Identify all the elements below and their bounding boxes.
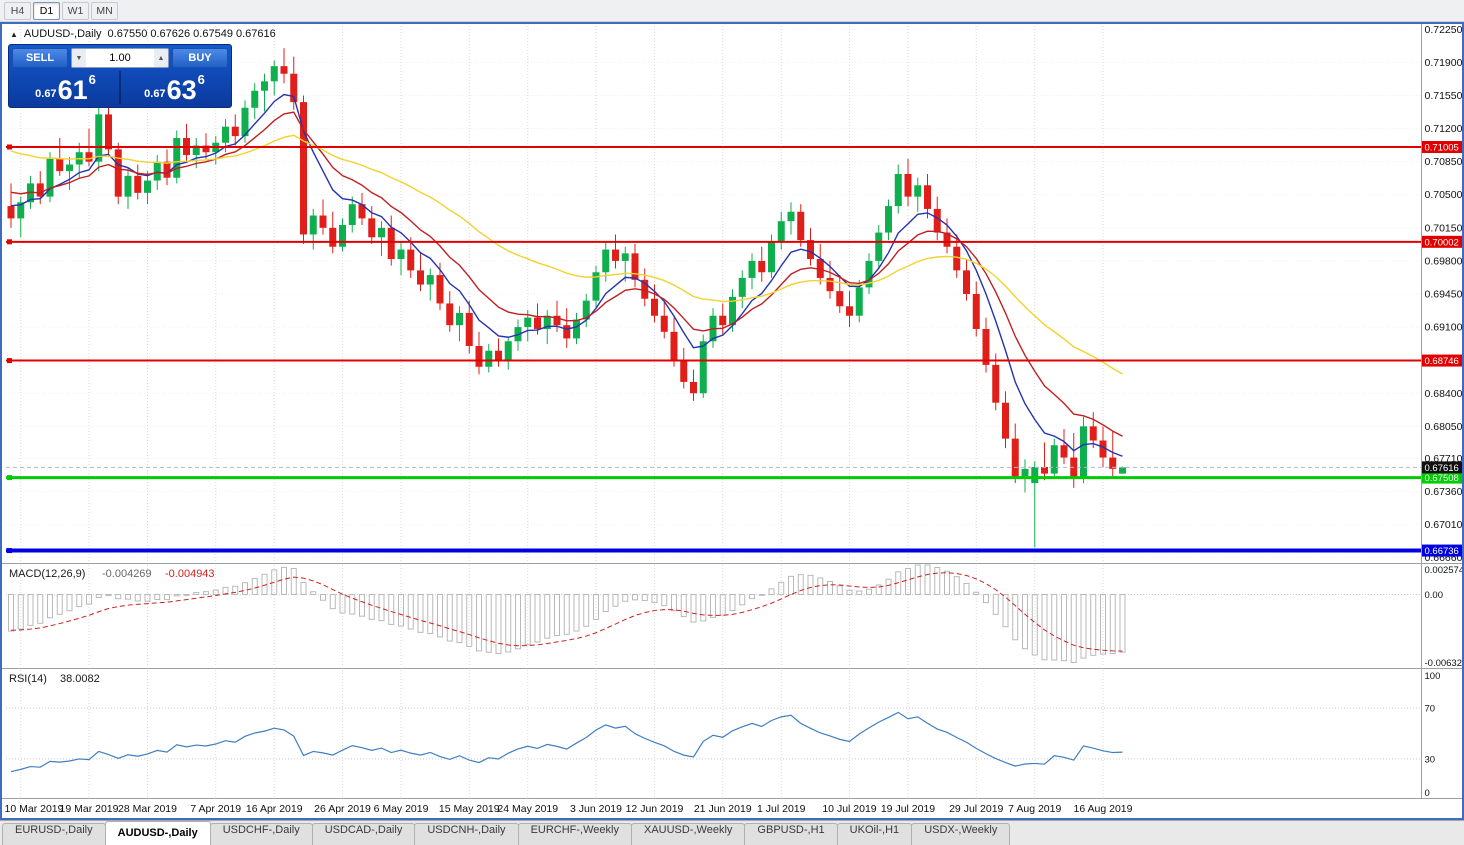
chart-tab-xauusd-weekly[interactable]: XAUUSD-,Weekly bbox=[630, 823, 746, 845]
chart-background bbox=[0, 22, 1464, 820]
macd-panel: MACD(12,26,9) -0.004269 -0.004943 bbox=[6, 564, 1421, 663]
chart-canvas[interactable]: MACD(12,26,9) -0.004269 -0.004943 RSI(14) 38… bbox=[0, 22, 1464, 820]
svg-text:70: 70 bbox=[1425, 704, 1436, 715]
svg-text:7 Apr 2019: 7 Apr 2019 bbox=[190, 803, 241, 815]
buy-button[interactable]: BUY bbox=[172, 48, 228, 68]
sell-button[interactable]: SELL bbox=[12, 48, 68, 68]
svg-text:0.67508: 0.67508 bbox=[1425, 473, 1459, 484]
svg-text:RSI(14): RSI(14) bbox=[9, 673, 47, 685]
timeframe-toolbar: H4 D1 W1 MN bbox=[0, 0, 1464, 22]
svg-text:0.66736: 0.66736 bbox=[1425, 546, 1459, 557]
timeframe-mn-button[interactable]: MN bbox=[91, 1, 118, 20]
svg-text:-0.0063260: -0.0063260 bbox=[1425, 658, 1464, 669]
panel-separators bbox=[0, 24, 1464, 799]
svg-text:1 Jul 2019: 1 Jul 2019 bbox=[757, 803, 806, 815]
svg-text:3 Jun 2019: 3 Jun 2019 bbox=[570, 803, 622, 815]
window-border bbox=[0, 22, 1464, 820]
volume-input[interactable] bbox=[86, 49, 154, 67]
svg-text:0.69450: 0.69450 bbox=[1425, 289, 1463, 301]
chart-tab-ukoil-h1[interactable]: UKOil-,H1 bbox=[836, 823, 913, 845]
volume-stepper: ▼ ▲ bbox=[71, 48, 169, 68]
chart-tab-gbpusd-h1[interactable]: GBPUSD-,H1 bbox=[744, 823, 838, 845]
chart-tab-audusd-daily[interactable]: AUDUSD-,Daily bbox=[104, 821, 211, 845]
svg-text:0.67616: 0.67616 bbox=[1425, 463, 1459, 474]
chart-tab-bar: EURUSD-,Daily AUDUSD-,Daily USDCHF-,Dail… bbox=[0, 820, 1464, 845]
svg-text:26 Apr 2019: 26 Apr 2019 bbox=[314, 803, 371, 815]
svg-text:0.69800: 0.69800 bbox=[1425, 255, 1463, 267]
svg-text:0.69100: 0.69100 bbox=[1425, 322, 1463, 334]
svg-text:19 Jul 2019: 19 Jul 2019 bbox=[881, 803, 935, 815]
svg-text:24 May 2019: 24 May 2019 bbox=[497, 803, 558, 815]
svg-text:0.67010: 0.67010 bbox=[1425, 519, 1463, 531]
svg-text:28 Mar 2019: 28 Mar 2019 bbox=[118, 803, 177, 815]
chart-tab-usdchf-daily[interactable]: USDCHF-,Daily bbox=[209, 823, 313, 845]
volume-increase-icon[interactable]: ▲ bbox=[154, 49, 168, 67]
buy-price-display[interactable]: 0.67 63 6 bbox=[121, 71, 228, 104]
svg-text:12 Jun 2019: 12 Jun 2019 bbox=[626, 803, 684, 815]
chart-tab-eurchf-weekly[interactable]: EURCHF-,Weekly bbox=[517, 823, 632, 845]
svg-text:16 Apr 2019: 16 Apr 2019 bbox=[246, 803, 303, 815]
chart-tab-usdcnh-daily[interactable]: USDCNH-,Daily bbox=[414, 823, 519, 845]
buy-price-pip-digit: 6 bbox=[197, 72, 205, 87]
svg-text:10 Mar 2019: 10 Mar 2019 bbox=[5, 803, 64, 815]
buy-price-big-digits: 63 bbox=[166, 75, 197, 105]
svg-text:29 Jul 2019: 29 Jul 2019 bbox=[949, 803, 1003, 815]
svg-text:0.68050: 0.68050 bbox=[1425, 421, 1463, 433]
chart-title: ▲ AUDUSD-,Daily 0.67550 0.67626 0.67549 … bbox=[10, 28, 276, 40]
chart-tab-usdx-weekly[interactable]: USDX-,Weekly bbox=[911, 823, 1011, 845]
chart-symbol-label: AUDUSD-,Daily bbox=[23, 28, 102, 40]
svg-text:7 Aug 2019: 7 Aug 2019 bbox=[1008, 803, 1061, 815]
svg-text:100: 100 bbox=[1425, 671, 1441, 682]
timeframe-h4-button[interactable]: H4 bbox=[4, 1, 31, 20]
sell-price-prefix: 0.67 bbox=[35, 88, 57, 100]
svg-text:-0.004943: -0.004943 bbox=[165, 568, 215, 580]
chart-tab-usdcad-daily[interactable]: USDCAD-,Daily bbox=[311, 823, 416, 845]
timeframe-d1-button[interactable]: D1 bbox=[33, 1, 60, 20]
sell-price-display[interactable]: 0.67 61 6 bbox=[12, 71, 119, 104]
one-click-toggle-icon[interactable]: ▲ bbox=[10, 29, 18, 39]
horizontal-price-lines[interactable] bbox=[6, 144, 1421, 554]
svg-text:0.71005: 0.71005 bbox=[1425, 143, 1459, 154]
candles-layer bbox=[7, 48, 1126, 548]
svg-text:0.70500: 0.70500 bbox=[1425, 189, 1463, 201]
svg-text:0.71900: 0.71900 bbox=[1425, 57, 1463, 69]
svg-text:0.70850: 0.70850 bbox=[1425, 156, 1463, 168]
ma-lines-layer bbox=[10, 93, 1123, 457]
grid-layer bbox=[6, 26, 1421, 797]
svg-text:38.0082: 38.0082 bbox=[60, 673, 100, 685]
svg-text:0.68746: 0.68746 bbox=[1425, 356, 1459, 367]
chart-window: MACD(12,26,9) -0.004269 -0.004943 RSI(14) 38… bbox=[0, 22, 1464, 820]
rsi-panel: RSI(14) 38.0082 bbox=[6, 673, 1421, 773]
price-axis[interactable]: 0.72250 0.71900 0.71550 0.71200 0.70850 0.705… bbox=[1422, 24, 1464, 799]
svg-text:6 May 2019: 6 May 2019 bbox=[374, 803, 429, 815]
svg-text:0.71550: 0.71550 bbox=[1425, 90, 1463, 102]
svg-text:16 Aug 2019: 16 Aug 2019 bbox=[1074, 803, 1133, 815]
svg-text:10 Jul 2019: 10 Jul 2019 bbox=[822, 803, 876, 815]
price-divider bbox=[119, 71, 121, 104]
svg-text:0.67360: 0.67360 bbox=[1425, 486, 1463, 498]
svg-text:30: 30 bbox=[1425, 754, 1436, 765]
sell-price-pip-digit: 6 bbox=[88, 72, 96, 87]
svg-text:0.70002: 0.70002 bbox=[1425, 237, 1459, 248]
timeframe-w1-button[interactable]: W1 bbox=[62, 1, 89, 20]
svg-text:0: 0 bbox=[1425, 788, 1430, 799]
svg-text:0.70150: 0.70150 bbox=[1425, 222, 1463, 234]
chart-ohlc-values: 0.67550 0.67626 0.67549 0.67616 bbox=[107, 28, 276, 40]
svg-text:0.72250: 0.72250 bbox=[1425, 24, 1463, 36]
volume-decrease-icon[interactable]: ▼ bbox=[72, 49, 86, 67]
svg-text:MACD(12,26,9): MACD(12,26,9) bbox=[9, 568, 85, 580]
svg-text:0.71200: 0.71200 bbox=[1425, 123, 1463, 135]
chart-tab-eurusd-daily[interactable]: EURUSD-,Daily bbox=[2, 823, 106, 845]
svg-text:15 May 2019: 15 May 2019 bbox=[439, 803, 500, 815]
buy-price-prefix: 0.67 bbox=[144, 88, 166, 100]
svg-text:21 Jun 2019: 21 Jun 2019 bbox=[694, 803, 752, 815]
sell-price-big-digits: 61 bbox=[57, 75, 88, 105]
svg-text:-0.004269: -0.004269 bbox=[102, 568, 152, 580]
svg-text:0.68400: 0.68400 bbox=[1425, 388, 1463, 400]
svg-text:19 Mar 2019: 19 Mar 2019 bbox=[60, 803, 119, 815]
svg-text:0.00: 0.00 bbox=[1425, 590, 1444, 601]
